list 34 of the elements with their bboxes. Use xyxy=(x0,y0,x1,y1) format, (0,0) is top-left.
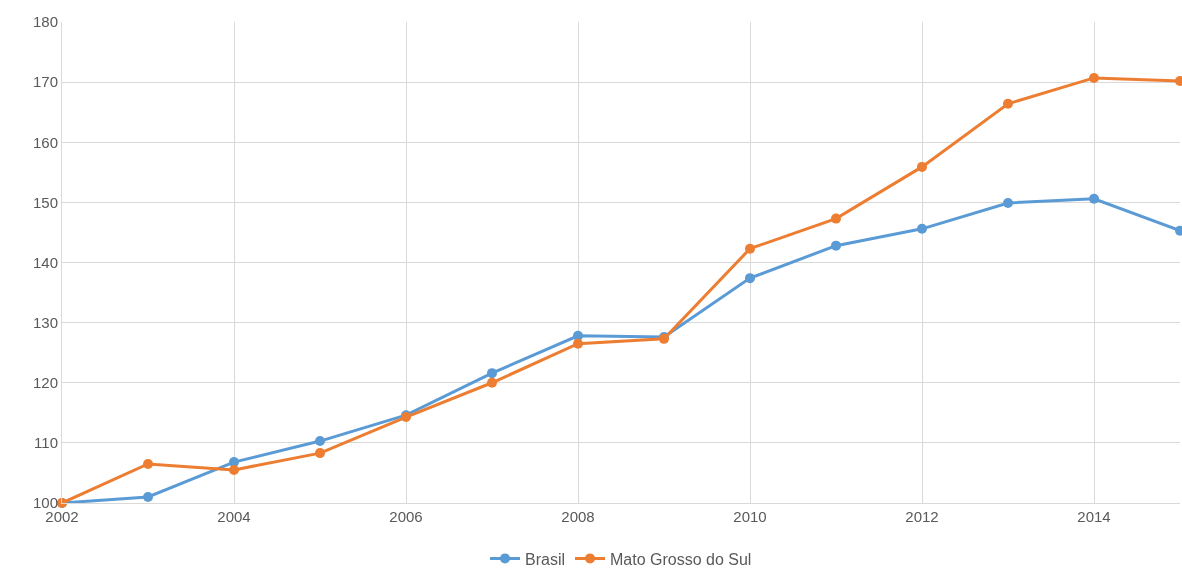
point xyxy=(487,368,497,379)
point xyxy=(315,436,325,447)
point xyxy=(143,491,153,502)
point xyxy=(831,213,841,224)
x-tick-label: 2008 xyxy=(561,508,595,525)
y-tick-label: 120 xyxy=(32,374,58,391)
x-tick-label: 2004 xyxy=(217,508,251,525)
point xyxy=(1089,72,1099,83)
point xyxy=(745,243,755,254)
point xyxy=(745,273,755,284)
x-tick-label: 2012 xyxy=(905,508,939,525)
point xyxy=(143,458,153,469)
point xyxy=(573,338,583,349)
y-tick-label: 160 xyxy=(32,133,58,151)
point xyxy=(1089,193,1099,204)
point xyxy=(315,448,325,459)
legend-label: Brasil xyxy=(525,550,566,568)
point xyxy=(229,464,239,475)
point xyxy=(917,161,927,172)
y-tick-label: 140 xyxy=(32,253,58,271)
y-tick-label: 170 xyxy=(32,73,58,91)
legend-label: Mato Grosso do Sul xyxy=(610,550,752,568)
x-tick-label: 2006 xyxy=(389,508,423,525)
y-tick-label: 150 xyxy=(32,193,58,211)
y-tick-label: 180 xyxy=(32,13,58,31)
point xyxy=(1003,98,1013,109)
point xyxy=(831,240,841,251)
y-tick-label: 110 xyxy=(34,434,58,452)
point xyxy=(1003,197,1013,208)
y-tick-label: 130 xyxy=(32,313,58,331)
x-tick-label: 2010 xyxy=(733,508,767,525)
point xyxy=(487,377,497,388)
point xyxy=(917,223,927,234)
x-tick-label: 2014 xyxy=(1077,508,1111,525)
